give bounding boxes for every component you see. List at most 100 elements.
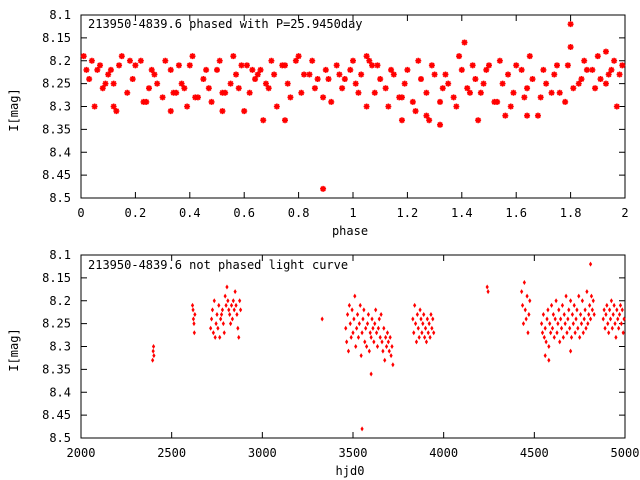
data-point	[607, 307, 612, 313]
data-point	[224, 302, 228, 308]
data-point	[617, 311, 622, 317]
data-point	[581, 330, 585, 336]
data-point	[162, 57, 169, 64]
x-tick-label: 3000	[248, 446, 277, 460]
x-tick-label: 2	[621, 206, 628, 220]
data-point	[524, 85, 531, 92]
x-tick-label: 1	[349, 206, 356, 220]
data-point	[545, 316, 549, 322]
data-point	[575, 80, 582, 87]
data-point	[423, 334, 427, 340]
data-point	[604, 311, 608, 317]
data-point	[190, 302, 195, 308]
data-point	[358, 71, 365, 78]
data-point	[418, 76, 424, 83]
data-point	[347, 66, 354, 73]
data-point	[522, 279, 526, 285]
data-point	[194, 94, 201, 101]
data-point	[445, 80, 452, 87]
data-point	[502, 112, 509, 119]
data-point	[282, 117, 288, 124]
chart-title: 213950-4839.6 not phased light curve	[88, 258, 348, 272]
data-point	[191, 316, 196, 322]
data-point	[223, 293, 227, 299]
data-point	[426, 330, 430, 336]
y-tick-label: 8.2	[49, 54, 71, 68]
data-point	[107, 66, 114, 73]
data-point	[464, 85, 471, 92]
data-point	[414, 339, 419, 345]
data-point	[572, 302, 576, 308]
data-point	[548, 321, 552, 327]
x-tick-label: 0.4	[179, 206, 201, 220]
data-point	[577, 293, 581, 299]
data-point	[401, 80, 408, 87]
data-point	[231, 298, 235, 304]
data-point	[558, 339, 562, 345]
data-point	[461, 39, 468, 46]
data-point	[601, 316, 605, 322]
data-point	[557, 307, 561, 313]
y-axis-label: I[mag]	[7, 88, 21, 131]
data-point	[588, 302, 592, 308]
data-point	[413, 321, 418, 327]
data-point	[597, 76, 604, 83]
y-axis-label: I[mag]	[7, 328, 21, 371]
data-point	[353, 293, 357, 299]
y-tick-label: 8.3	[49, 340, 71, 354]
data-point	[569, 348, 573, 354]
data-point	[371, 325, 375, 331]
data-point	[364, 325, 368, 331]
y-tick-label: 8.35	[42, 362, 71, 376]
data-point	[243, 62, 250, 69]
data-point	[547, 357, 551, 363]
data-point	[377, 316, 381, 322]
data-point	[450, 94, 457, 101]
data-point	[233, 289, 237, 295]
data-point	[608, 316, 613, 322]
data-point	[220, 307, 225, 313]
data-point	[102, 80, 109, 87]
data-point	[230, 316, 235, 322]
data-point	[236, 325, 240, 331]
y-tick-label: 8.25	[42, 77, 71, 91]
data-point	[94, 66, 101, 73]
data-point	[520, 302, 525, 308]
data-point	[359, 353, 363, 359]
data-point	[554, 62, 560, 69]
data-point	[222, 89, 229, 96]
data-point	[567, 21, 574, 28]
data-point	[366, 57, 373, 64]
data-point	[564, 293, 568, 299]
data-point	[333, 62, 340, 69]
data-point	[480, 80, 487, 87]
data-point	[613, 321, 617, 327]
data-point	[556, 89, 563, 96]
y-tick-label: 8.4	[49, 385, 71, 399]
data-point	[260, 117, 267, 124]
y-tick-label: 8.2	[49, 294, 71, 308]
data-point	[583, 66, 590, 73]
data-point	[217, 302, 221, 308]
data-point	[574, 316, 578, 322]
data-point	[562, 311, 566, 317]
data-point	[472, 76, 479, 83]
data-point	[348, 321, 352, 327]
data-point	[238, 62, 245, 69]
data-point	[426, 117, 433, 124]
data-point	[222, 330, 226, 336]
data-point	[419, 316, 423, 322]
data-point	[376, 325, 380, 331]
data-point	[524, 112, 531, 119]
data-point	[466, 89, 473, 96]
data-point	[582, 316, 586, 322]
data-point	[309, 57, 316, 64]
data-point	[549, 302, 554, 308]
data-point	[589, 293, 594, 299]
y-tick-label: 8.45	[42, 408, 71, 422]
data-point	[578, 311, 583, 317]
data-point	[295, 53, 302, 60]
data-point	[386, 339, 390, 345]
data-point	[384, 334, 388, 340]
data-point	[546, 307, 550, 313]
